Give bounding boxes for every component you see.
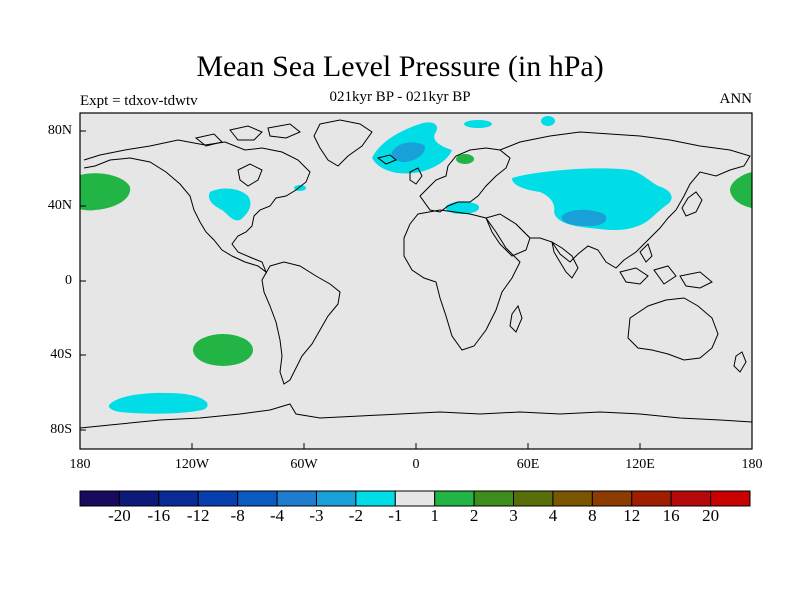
colorbar-swatch xyxy=(513,490,554,507)
colorbar-tick-label: -4 xyxy=(269,506,285,525)
xtick-0: 0 xyxy=(412,457,420,472)
map-subtitle: 021kyr BP - 021kyr BP xyxy=(329,89,471,105)
colorbar-tick-label: -8 xyxy=(230,506,245,525)
colorbar-swatch xyxy=(473,490,515,507)
colorbar-tick-label: 16 xyxy=(662,506,680,525)
coast-india xyxy=(551,240,579,279)
axis-ticks xyxy=(79,130,753,449)
xtick-60w: 60W xyxy=(290,457,318,472)
colorbar-swatch xyxy=(670,490,712,507)
coast-arabia xyxy=(485,213,531,257)
colorbar-swatch xyxy=(315,490,357,507)
anomaly-green-npac-east xyxy=(730,172,752,208)
ytick-80s: 80S xyxy=(50,422,72,437)
coast-arctic-islands xyxy=(194,123,301,147)
coast-south-america xyxy=(261,261,341,385)
colorbar-swatch xyxy=(197,490,239,507)
anomaly-green-npac-west xyxy=(80,173,131,211)
anomaly-cyan-eurasia xyxy=(512,168,672,230)
coast-asia xyxy=(499,131,751,269)
ytick-0: 0 xyxy=(65,273,72,288)
coast-africa xyxy=(403,209,521,351)
colorbar-swatch xyxy=(552,490,593,507)
colorbar-swatch xyxy=(276,490,317,507)
ytick-80n: 80N xyxy=(47,123,72,138)
anomaly-green-spac xyxy=(193,334,253,366)
colorbar-swatch xyxy=(118,490,160,507)
colorbar-swatch xyxy=(79,490,120,507)
anomaly-cyan-southern xyxy=(108,392,208,414)
colorbar-swatch xyxy=(355,490,396,507)
coast-japan xyxy=(681,191,703,217)
colorbar-tick-label: 2 xyxy=(469,506,479,525)
map-title: Mean Sea Level Pressure (in hPa) xyxy=(196,50,604,83)
anomaly-cyan-med xyxy=(445,201,480,214)
colorbar-swatch xyxy=(631,490,672,507)
season-label: ANN xyxy=(719,91,753,107)
xtick-120e: 120E xyxy=(625,457,655,472)
xtick-180-left: 180 xyxy=(69,457,91,472)
colorbar-tick-label: -20 xyxy=(108,506,131,525)
xtick-180-right: 180 xyxy=(741,457,763,472)
anomaly-cyan-arctic-2 xyxy=(541,116,555,126)
coast-north-america xyxy=(83,139,311,274)
colorbar-tick-label: -16 xyxy=(147,506,171,525)
experiment-label: Expt = tdxov-tdwtv xyxy=(80,93,198,109)
colorbar-tick-label: 3 xyxy=(509,506,518,525)
colorbar-tick-label: -2 xyxy=(348,506,363,525)
anomaly-cyan-namerica xyxy=(208,188,251,221)
coast-iceland xyxy=(376,154,397,165)
coast-antarctica xyxy=(79,403,753,429)
ytick-40s: 40S xyxy=(50,347,72,362)
xtick-120w: 120W xyxy=(174,457,210,472)
colorbar-tick-label: 12 xyxy=(623,506,641,525)
colorbar-swatch xyxy=(394,490,436,507)
colorbar-tick-label: -12 xyxy=(186,506,210,525)
anomaly-regions xyxy=(80,116,752,414)
anomaly-blue-natl xyxy=(391,142,425,162)
colorbar-swatch xyxy=(237,490,278,507)
colorbar-tick-label: -3 xyxy=(309,506,324,525)
colorbar-tick-label: 20 xyxy=(702,506,720,525)
coastlines xyxy=(79,119,753,429)
coast-hudson-bay xyxy=(237,163,263,187)
xtick-60e: 60E xyxy=(516,457,540,472)
coast-se-asia xyxy=(619,243,713,289)
ytick-40n: 40N xyxy=(47,198,72,213)
colorbar-swatch xyxy=(591,490,633,507)
colorbar-swatch xyxy=(710,490,751,507)
coast-uk xyxy=(409,167,423,185)
anomaly-green-scand xyxy=(456,154,474,164)
coast-europe xyxy=(419,147,511,213)
coast-new-zealand xyxy=(733,351,747,373)
anomaly-blue-tibet xyxy=(561,209,607,226)
colorbar-tick-label: 4 xyxy=(548,506,558,525)
colorbar-tick-label: -1 xyxy=(388,506,403,525)
colorbar-tick-label: 1 xyxy=(430,506,439,525)
anomaly-cyan-arctic-1 xyxy=(464,120,492,128)
colorbar-swatch xyxy=(434,490,475,507)
coast-australia xyxy=(627,297,719,361)
coast-greenland xyxy=(313,119,373,167)
coast-madagascar xyxy=(509,304,523,333)
colorbar-swatch xyxy=(158,490,199,507)
colorbar-tick-label: 8 xyxy=(588,506,597,525)
